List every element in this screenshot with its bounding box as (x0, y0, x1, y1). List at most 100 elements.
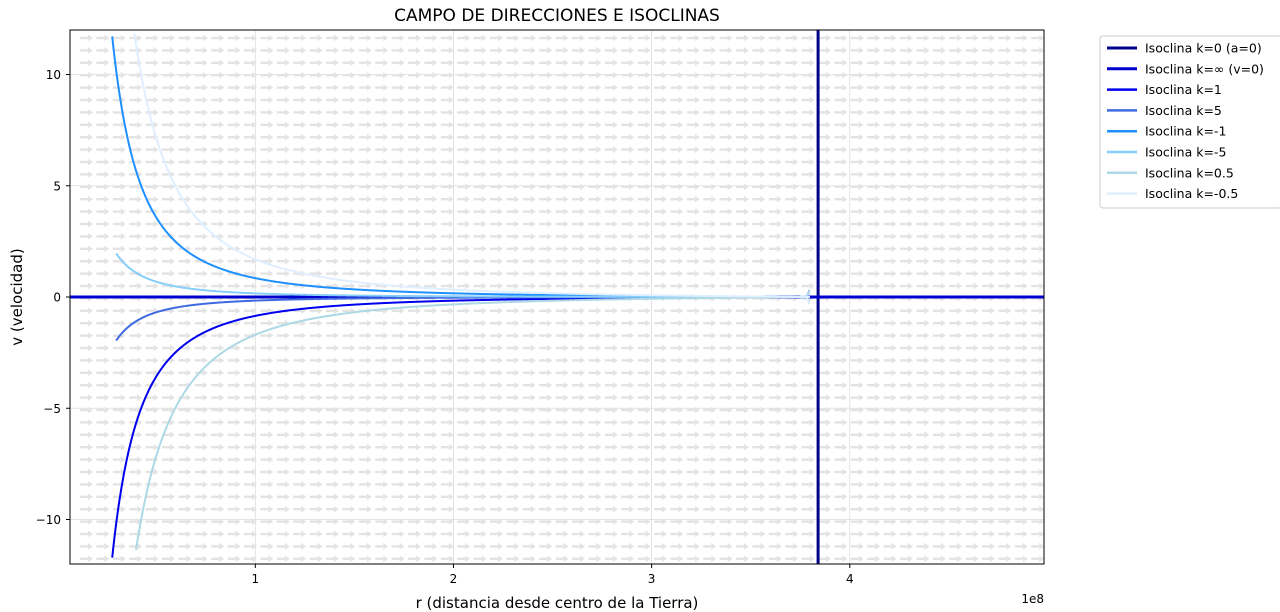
field-arrow-head (580, 394, 585, 401)
field-arrow-head (563, 357, 569, 364)
field-arrow-head (662, 59, 667, 66)
field-arrow-head (399, 258, 405, 265)
field-arrow-head (88, 332, 93, 339)
field-arrow-head (547, 121, 553, 128)
field-arrow-head (104, 47, 110, 54)
field-arrow-head (88, 518, 93, 525)
field-arrow-head (366, 245, 372, 252)
field-arrow-head (793, 270, 799, 277)
field-arrow-head (940, 183, 946, 190)
field-arrow-head (694, 382, 700, 389)
field-arrow-head (120, 96, 126, 104)
field-arrow-head (662, 146, 667, 153)
field-arrow-head (416, 134, 421, 141)
field-arrow-head (350, 332, 356, 339)
field-arrow-head (973, 382, 979, 389)
field-arrow-head (235, 158, 241, 166)
field-arrow-head (530, 419, 536, 426)
field-arrow-head (235, 357, 241, 364)
field-arrow-head (366, 357, 372, 364)
field-arrow-head (596, 134, 602, 141)
field-arrow-head (481, 183, 487, 190)
field-arrow-head (153, 121, 159, 128)
field-arrow-head (645, 431, 651, 438)
field-arrow-head (1022, 456, 1028, 463)
field-arrow-head (186, 220, 192, 228)
field-arrow-head (793, 506, 799, 513)
field-arrow-head (317, 518, 323, 525)
field-arrow-head (1022, 431, 1028, 438)
field-arrow-head (498, 245, 503, 252)
field-arrow-head (596, 208, 602, 215)
field-arrow-head (793, 332, 799, 339)
field-arrow-head (104, 518, 110, 525)
field-arrow-head (694, 109, 700, 116)
field-arrow-head (891, 34, 897, 42)
field-arrow-head (465, 270, 471, 277)
field-arrow-head (1006, 307, 1012, 314)
field-arrow-head (1022, 208, 1028, 215)
field-arrow-head (137, 208, 143, 215)
field-arrow-head (301, 518, 307, 525)
field-arrow-head (891, 208, 897, 215)
field-arrow-head (186, 406, 192, 414)
field-arrow-head (137, 47, 143, 54)
field-arrow-head (858, 320, 864, 327)
field-arrow-head (858, 555, 864, 562)
field-arrow-head (940, 171, 946, 178)
field-arrow-head (875, 146, 881, 153)
field-arrow-head (268, 109, 274, 116)
field-arrow-head (875, 47, 881, 54)
field-arrow-head (826, 158, 831, 166)
field-arrow-head (235, 121, 241, 128)
field-arrow-head (760, 468, 766, 476)
field-arrow-head (711, 34, 717, 42)
field-arrow-head (875, 245, 881, 252)
field-arrow-head (563, 468, 569, 476)
field-arrow-head (645, 493, 651, 500)
field-arrow-head (317, 456, 323, 463)
field-arrow-head (530, 555, 536, 562)
field-arrow-head (973, 208, 979, 215)
field-arrow-head (383, 96, 389, 104)
field-arrow-head (416, 456, 421, 463)
field-arrow-head (399, 121, 405, 128)
field-arrow-head (366, 456, 372, 463)
field-arrow-head (793, 419, 799, 426)
field-arrow-head (596, 530, 602, 538)
field-arrow-head (186, 530, 192, 538)
field-arrow-head (957, 220, 963, 228)
field-arrow-head (481, 208, 487, 215)
field-arrow-head (317, 220, 323, 228)
field-arrow-head (235, 394, 241, 401)
field-arrow-head (498, 493, 503, 500)
field-arrow-head (170, 220, 175, 228)
field-arrow-head (530, 406, 536, 414)
field-arrow-head (284, 134, 290, 141)
field-arrow-head (662, 245, 667, 252)
field-arrow-head (366, 431, 372, 438)
field-arrow-head (908, 146, 913, 153)
field-arrow-head (908, 158, 913, 166)
field-arrow-head (711, 419, 717, 426)
field-arrow-head (875, 431, 881, 438)
field-arrow-head (547, 270, 553, 277)
field-arrow-head (1006, 121, 1012, 128)
field-arrow-head (284, 332, 290, 339)
field-arrow-head (530, 344, 536, 352)
field-arrow-head (268, 34, 274, 42)
field-arrow-head (612, 47, 618, 54)
field-arrow-head (219, 84, 225, 91)
field-arrow-head (219, 146, 225, 153)
field-arrow-head (202, 84, 208, 91)
field-arrow-head (940, 34, 946, 42)
field-arrow-head (366, 220, 372, 228)
field-arrow-head (366, 158, 372, 166)
field-arrow-head (744, 456, 749, 463)
field-arrow-head (760, 382, 766, 389)
field-arrow-head (104, 220, 110, 228)
field-arrow-head (366, 320, 372, 327)
field-arrow-head (809, 481, 815, 488)
field-arrow-head (465, 171, 471, 178)
field-arrow-head (350, 59, 356, 66)
